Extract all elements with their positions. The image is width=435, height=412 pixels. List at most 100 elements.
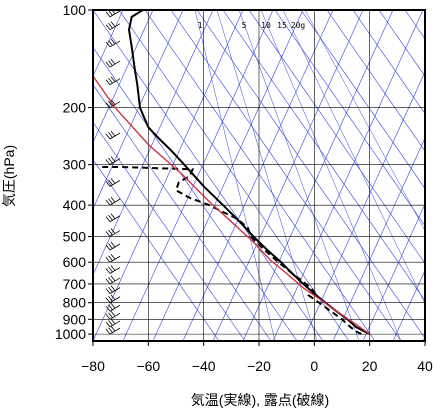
wind-barb-staff — [109, 10, 121, 18]
wind-barb — [105, 294, 121, 304]
isotherm-line — [93, 10, 214, 276]
wind-barb-feather — [110, 38, 116, 45]
wind-barb-feather — [108, 179, 113, 186]
adiabat-line — [300, 10, 425, 189]
wind-barb — [105, 241, 121, 251]
y-tick-label: 100 — [63, 2, 87, 18]
wind-barb-feather — [110, 294, 116, 300]
wind-barb-feather — [110, 76, 116, 82]
parcel-curve-line — [93, 75, 371, 335]
wind-barb — [105, 99, 121, 108]
series-lines — [93, 10, 371, 335]
wind-barb — [105, 196, 121, 206]
mixing-ratio-label: 10 — [261, 21, 271, 30]
isotherm-line — [272, 10, 424, 341]
wind-barb-feather — [105, 321, 111, 328]
grid-lines — [93, 10, 425, 341]
dewpoint-profile-line — [98, 166, 362, 335]
wind-barb — [105, 275, 121, 285]
isotherm-line — [242, 10, 394, 341]
wind-barb-feather — [108, 286, 113, 293]
wind-barb-feather — [108, 255, 113, 261]
wind-barb-feather — [110, 130, 116, 137]
wind-barb-feather — [110, 325, 116, 332]
wind-barb-feather — [105, 61, 111, 68]
adiabat-line — [93, 46, 298, 341]
wind-barb-feather — [105, 41, 111, 48]
wind-barb-feather — [105, 11, 111, 18]
adiabat-line — [378, 10, 425, 77]
wind-barb-feather — [108, 295, 113, 302]
wind-barb — [105, 156, 121, 165]
wind-barb-feather — [110, 156, 116, 162]
wind-barb — [105, 325, 121, 335]
x-tick-label: −20 — [247, 358, 271, 374]
y-tick-label: 600 — [63, 254, 87, 270]
isotherm-line — [93, 10, 244, 341]
x-tick-label: −40 — [192, 358, 216, 374]
wind-barb-feather — [105, 244, 111, 251]
wind-barb-feather — [105, 133, 111, 140]
isotherm-line — [182, 10, 334, 341]
adiabat-line — [248, 10, 425, 264]
wind-barb — [105, 228, 121, 237]
wind-barb-feather — [110, 99, 116, 105]
wind-barb-feather — [105, 256, 111, 263]
adiabat-line — [274, 10, 425, 227]
wind-barb-feather — [105, 79, 111, 85]
adiabat-line — [170, 10, 402, 341]
x-tick-label: 0 — [310, 358, 318, 374]
wind-barb-feather — [108, 312, 113, 319]
wind-barb-feather — [105, 328, 111, 335]
wind-barb — [105, 58, 121, 68]
mixing-ratio-labels: 1 5 10 15 20g — [198, 21, 306, 30]
mixing-ratio-line — [216, 10, 318, 341]
mixing-ratio-label: 5 — [242, 21, 247, 30]
wind-barb-feather — [110, 213, 116, 219]
wind-barb-feather — [105, 102, 111, 108]
wind-barb-feather — [108, 198, 113, 204]
wind-barb — [105, 76, 121, 86]
wind-barb-feather — [105, 216, 111, 222]
wind-barb-feather — [105, 297, 111, 303]
y-tick-label: 800 — [63, 295, 87, 311]
wind-barb-feather — [110, 196, 116, 203]
y-tick-label: 500 — [63, 229, 87, 245]
wind-barbs — [105, 10, 121, 335]
x-axis-title: 気温(実線), 露点(破線) — [191, 392, 329, 408]
wind-barb-feather — [105, 159, 111, 165]
wind-barb — [105, 21, 121, 31]
temperature-profile-line — [127, 10, 371, 335]
y-tick-label: 300 — [63, 157, 87, 173]
wind-barb — [105, 38, 121, 48]
isotherm-line — [152, 10, 304, 341]
adiabat-line — [93, 121, 246, 341]
y-tick-label: 900 — [63, 311, 87, 327]
wind-barb — [105, 285, 121, 294]
mixing-ratio-line — [238, 10, 360, 341]
isotherm-line — [332, 137, 425, 341]
wind-barb-feather — [108, 327, 113, 333]
adiabat-line — [196, 10, 425, 339]
wind-barb-feather — [110, 21, 116, 27]
wind-barb-feather — [108, 60, 113, 66]
wind-barb-feather — [105, 288, 111, 294]
wind-barb-feather — [108, 40, 113, 46]
y-tick-label: 400 — [63, 197, 87, 213]
wind-barb — [105, 130, 121, 140]
adiabat-line — [118, 10, 350, 341]
wind-barb-feather — [108, 320, 113, 326]
isotherm-line — [362, 203, 425, 341]
mixing-ratio-line — [194, 10, 276, 341]
x-tick-label: 20 — [362, 358, 378, 374]
wind-barb-feather — [105, 306, 111, 312]
adiabat-line — [352, 10, 425, 115]
mixing-ratio-label: 15 — [277, 21, 287, 30]
wind-barb — [105, 265, 121, 274]
isotherm-line — [93, 10, 154, 144]
wind-barb-feather — [110, 228, 116, 234]
isotherm-line — [302, 71, 425, 341]
wind-barb — [105, 10, 121, 18]
